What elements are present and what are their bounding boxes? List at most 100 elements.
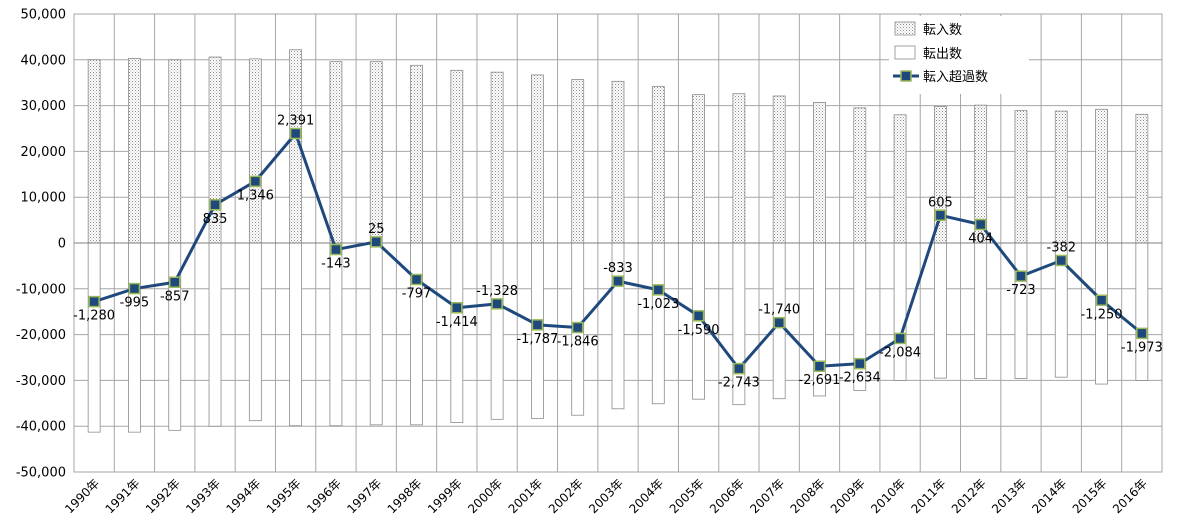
data-label: -1,590 bbox=[678, 323, 720, 338]
data-label: -2,691 bbox=[799, 373, 841, 388]
data-label: -2,634 bbox=[839, 371, 881, 386]
data-label: -1,023 bbox=[637, 297, 679, 312]
point-net-migration bbox=[289, 127, 302, 140]
legend-label-net-migration: 転入超過数 bbox=[923, 70, 988, 85]
data-label: 404 bbox=[968, 231, 993, 246]
point-net-migration bbox=[692, 310, 705, 322]
data-label: -1,328 bbox=[476, 284, 518, 299]
series-net-migration-line bbox=[88, 127, 1148, 375]
y-tick-label: -40,000 bbox=[16, 420, 66, 435]
x-tick-label: 2003年 bbox=[586, 476, 626, 516]
data-label: -857 bbox=[160, 289, 190, 304]
bar-transfer-in bbox=[732, 93, 746, 244]
legend-swatch-net-marker bbox=[900, 70, 912, 82]
data-label: -143 bbox=[321, 257, 351, 272]
x-tick-label: 2015年 bbox=[1070, 476, 1110, 516]
bar-transfer-in bbox=[611, 80, 625, 244]
y-axis-tick-labels: 50,000 40,000 30,000 20,000 10,000 0 -10,000 -2… bbox=[16, 8, 66, 481]
bar-transfer-out bbox=[933, 242, 947, 379]
bar-transfer-out bbox=[450, 242, 464, 423]
bar-transfer-in bbox=[1095, 108, 1108, 244]
y-tick-label: 10,000 bbox=[21, 191, 67, 206]
x-tick-label: 2010年 bbox=[868, 476, 908, 516]
bar-transfer-in bbox=[571, 79, 585, 244]
point-net-migration bbox=[88, 295, 100, 308]
data-label: 25 bbox=[368, 222, 385, 237]
bar-transfer-out bbox=[490, 242, 504, 420]
bar-transfer-in bbox=[893, 114, 907, 244]
x-tick-label: 2008年 bbox=[788, 476, 828, 516]
bar-transfer-in bbox=[450, 69, 464, 244]
bar-transfer-in bbox=[933, 106, 947, 244]
bar-transfer-in bbox=[531, 74, 544, 244]
bar-transfer-in bbox=[1135, 113, 1149, 244]
y-tick-label: -50,000 bbox=[16, 466, 66, 481]
bar-transfer-in bbox=[651, 85, 665, 244]
data-label: 1,346 bbox=[237, 188, 274, 203]
bar-transfer-in bbox=[128, 58, 141, 244]
point-net-migration bbox=[974, 218, 987, 231]
bar-transfer-in bbox=[369, 61, 383, 244]
x-tick-label: 1998年 bbox=[385, 476, 425, 516]
x-tick-label: 2009年 bbox=[828, 476, 868, 516]
x-tick-label: 2006年 bbox=[707, 476, 747, 516]
x-tick-label: 2016年 bbox=[1110, 476, 1150, 516]
x-tick-label: 1997年 bbox=[344, 476, 384, 516]
data-label: -1,414 bbox=[436, 315, 478, 330]
y-tick-label: 30,000 bbox=[21, 99, 67, 114]
x-tick-label: 1992年 bbox=[143, 476, 183, 516]
point-net-migration bbox=[531, 319, 544, 331]
point-net-migration bbox=[571, 321, 584, 334]
point-net-migration bbox=[773, 316, 785, 329]
bar-transfer-out bbox=[651, 242, 665, 405]
bar-transfer-out bbox=[410, 242, 423, 426]
y-tick-label: 0 bbox=[58, 237, 66, 252]
data-label: -723 bbox=[1006, 283, 1036, 298]
x-tick-label: 2013年 bbox=[989, 476, 1029, 516]
point-net-migration bbox=[854, 357, 866, 370]
point-net-migration bbox=[491, 298, 503, 310]
bar-transfer-in bbox=[490, 71, 504, 244]
x-tick-label: 2012年 bbox=[949, 476, 989, 516]
point-net-migration bbox=[1136, 327, 1148, 340]
point-net-migration bbox=[1055, 254, 1068, 267]
point-net-migration bbox=[451, 302, 463, 314]
point-net-migration bbox=[128, 282, 141, 295]
data-label: -995 bbox=[120, 296, 150, 311]
bar-transfer-out bbox=[369, 242, 383, 426]
x-tick-label: 1990年 bbox=[62, 476, 102, 516]
x-tick-label: 2002年 bbox=[546, 476, 586, 516]
point-net-migration bbox=[813, 360, 826, 372]
y-tick-label: -10,000 bbox=[16, 282, 66, 297]
data-label: -382 bbox=[1047, 240, 1077, 255]
bar-transfer-in bbox=[813, 101, 826, 244]
bar-transfer-in bbox=[692, 94, 705, 244]
bar-transfer-out bbox=[87, 242, 101, 433]
bar-transfer-in bbox=[329, 61, 343, 244]
x-tick-label: 2014年 bbox=[1029, 476, 1069, 516]
y-tick-label: 40,000 bbox=[21, 53, 67, 68]
x-axis-tick-labels: 1990年 1991年 1992年 1993年 1994年 1995年 1996年 1997年… bbox=[62, 476, 1150, 516]
data-label: 605 bbox=[928, 195, 953, 210]
point-net-migration bbox=[894, 332, 906, 345]
y-tick-label: -20,000 bbox=[16, 328, 66, 343]
point-net-migration bbox=[249, 175, 262, 188]
x-tick-label: 1993年 bbox=[183, 476, 223, 516]
bar-transfer-in bbox=[772, 95, 786, 244]
point-net-migration bbox=[1015, 270, 1027, 282]
y-tick-label: 50,000 bbox=[21, 8, 67, 23]
x-tick-label: 2001年 bbox=[506, 476, 546, 516]
bar-transfer-out bbox=[289, 242, 303, 427]
data-label: -1,280 bbox=[73, 309, 115, 324]
x-tick-label: 2007年 bbox=[747, 476, 787, 516]
bar-transfer-out bbox=[974, 242, 988, 379]
x-tick-label: 1999年 bbox=[425, 476, 465, 516]
point-net-migration bbox=[612, 275, 624, 287]
bar-transfer-out bbox=[128, 242, 141, 433]
bar-transfer-in bbox=[410, 64, 423, 244]
point-net-migration bbox=[1095, 294, 1108, 306]
data-label: -797 bbox=[402, 287, 432, 302]
data-label: 2,391 bbox=[277, 113, 314, 128]
